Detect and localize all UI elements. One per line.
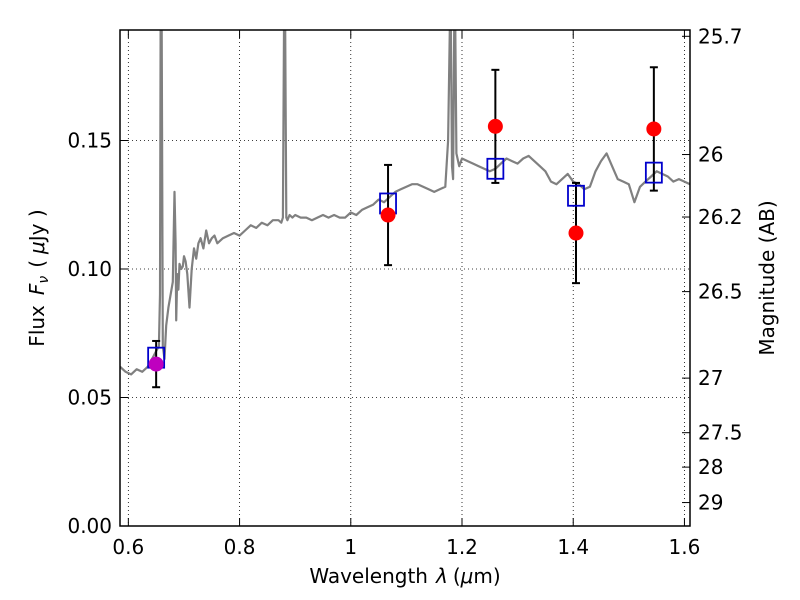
synthetic-point — [486, 157, 505, 180]
synthetic-point — [644, 161, 663, 184]
x-tick-label: 0.6 — [112, 535, 144, 559]
mag-tick-label: 29 — [698, 491, 723, 515]
plot-frame — [119, 29, 691, 527]
y2-axis-label: Magnitude (AB) — [755, 200, 779, 355]
mag-tick-label: 26.2 — [698, 205, 743, 229]
mag-tick-label: 27.5 — [698, 421, 743, 445]
y-tick-label: 0.05 — [67, 386, 112, 410]
observed-point — [646, 121, 662, 137]
x-tick-label: 0.8 — [224, 535, 256, 559]
mag-tick-label: 25.7 — [698, 24, 743, 48]
x-tick-label: 1.6 — [669, 535, 701, 559]
mag-tick-label: 26.5 — [698, 280, 743, 304]
x-tick-label: 1 — [344, 535, 357, 559]
mag-tick-label: 27 — [698, 366, 723, 390]
y-tick-label: 0.00 — [67, 514, 112, 538]
x-axis-label: Wavelength λ (μm) — [309, 564, 500, 588]
observed-point — [148, 356, 164, 372]
observed-point — [568, 225, 584, 241]
mag-tick-label: 28 — [698, 455, 723, 479]
synthetic-point — [567, 184, 585, 207]
observed-point — [487, 118, 503, 134]
y-tick-label: 0.15 — [67, 129, 112, 153]
x-tick-label: 1.2 — [446, 535, 478, 559]
mag-tick-label: 26 — [698, 143, 723, 167]
model-spectrum-line — [120, 30, 690, 376]
ticks-layer: 0.6 0.8 1 1.2 1.4 1.6 0.00 0.05 0.10 0.15 25.7 26 26… — [67, 24, 742, 559]
observed-point — [380, 207, 396, 223]
x-tick-label: 1.4 — [557, 535, 589, 559]
series-layer — [120, 30, 690, 389]
y-tick-label: 0.10 — [67, 257, 112, 281]
y-axis-label: FluxFν(μJy ) — [25, 209, 52, 346]
